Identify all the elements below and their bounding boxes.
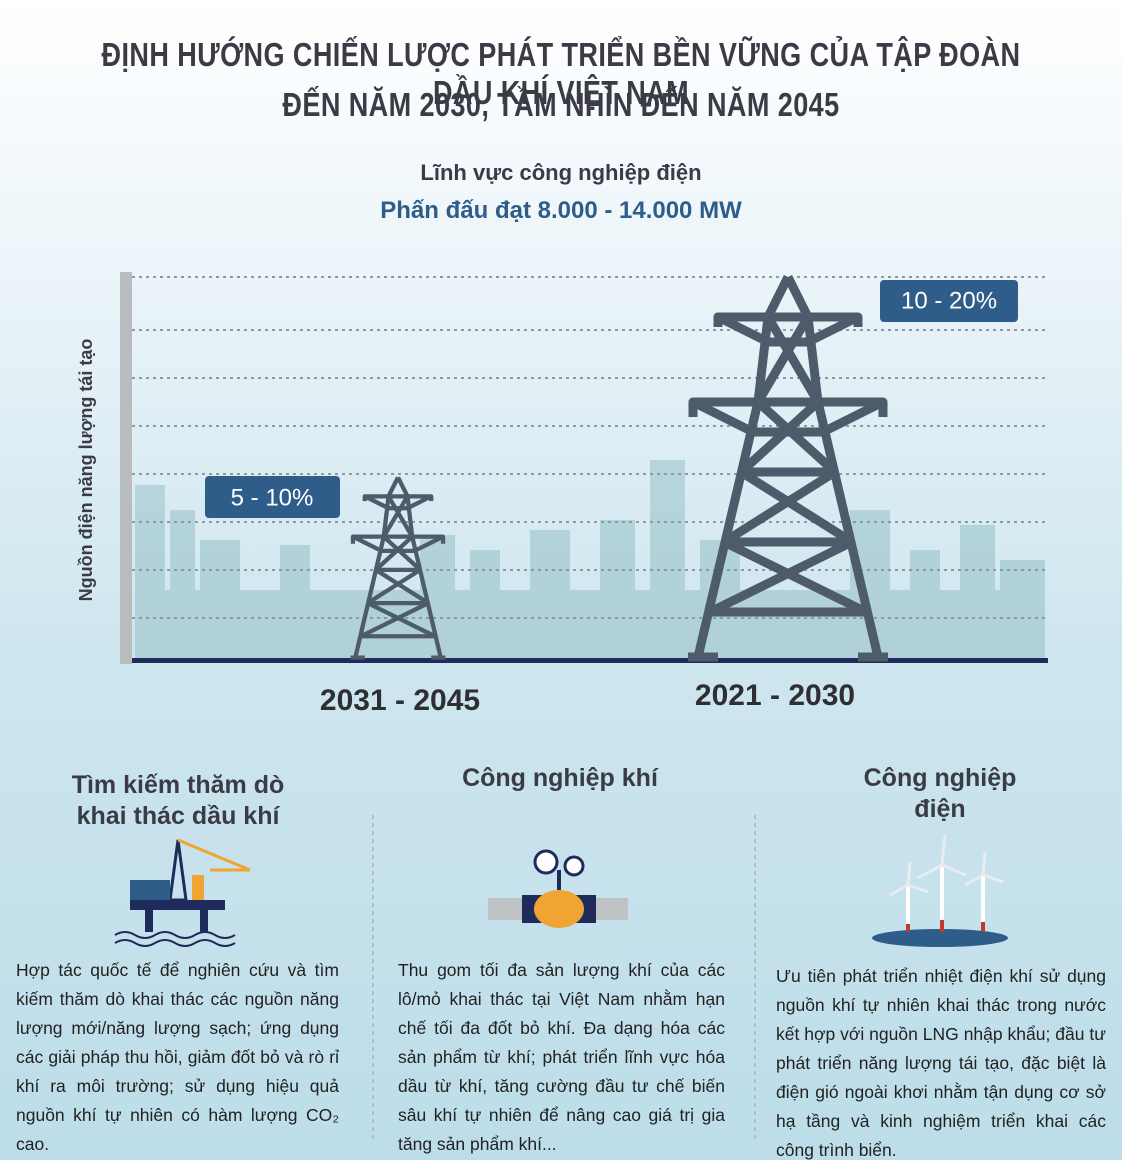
decoration: [906, 865, 985, 932]
decoration: [135, 590, 1045, 660]
icons: [114, 815, 1008, 1140]
figure-heading: Lĩnh vực công nghiệp điện: [420, 160, 701, 185]
period-label: 2031 - 2045: [320, 684, 480, 717]
decoration: [889, 834, 1004, 897]
decoration: [192, 875, 204, 900]
axis: [120, 272, 132, 664]
axis-label: Nguồn điện năng lượng tái tạo: [76, 339, 96, 602]
decoration: [177, 838, 251, 872]
decoration: [145, 910, 153, 932]
oil-rig-icon: [114, 838, 251, 947]
decoration: [889, 861, 929, 897]
section-title: Công nghiệp khí: [462, 764, 658, 792]
decoration: [917, 834, 967, 880]
section-title: Công nghiệp điện: [863, 764, 1017, 823]
share-label: 10 - 20%: [901, 287, 997, 314]
baseline: [132, 658, 1048, 663]
decoration: [114, 931, 236, 947]
figure-goal: Phấn đấu đạt 8.000 - 14.000 MW: [380, 197, 742, 224]
decoration: [964, 851, 1004, 887]
title-line: ĐỊNH HƯỚNG CHIẾN LƯỢC PHÁT TRIỂN BỀN VỮN…: [101, 36, 1021, 111]
guide-lines: [132, 276, 1048, 619]
title-line: ĐẾN NĂM 2030, TẦM NHÌN ĐẾN NĂM 2045: [282, 86, 840, 123]
decoration: [200, 910, 208, 932]
decoration: [563, 855, 585, 877]
decoration: [534, 890, 584, 928]
decoration: [130, 880, 170, 900]
figure: Lĩnh vực công nghiệp điện Phấn đấu đạt 8…: [76, 160, 1048, 717]
pipe-icon: [488, 849, 628, 928]
section-title: Tìm kiếm thăm dò khai thác dầu khí: [71, 771, 285, 830]
decoration: [533, 849, 559, 875]
decoration: [168, 839, 188, 902]
period-label: 2021 - 2030: [695, 679, 855, 712]
decoration: [872, 929, 1008, 947]
share-label: 5 - 10%: [231, 484, 314, 511]
section-text: Hợp tác quốc tế để nghiên cứu và tìm kiế…: [16, 960, 339, 1154]
share-badge: [880, 280, 1018, 322]
section-text: Thu gom tối đa sản lượng khí của các lô/…: [398, 960, 725, 1154]
decoration: [130, 900, 225, 910]
share-badge: [205, 476, 340, 518]
decoration: [906, 920, 985, 932]
section-text: Ưu tiên phát triển nhiệt điện khí sử dụn…: [776, 966, 1106, 1160]
dividers: [372, 815, 756, 1140]
wind-farm-icon: [872, 834, 1008, 947]
